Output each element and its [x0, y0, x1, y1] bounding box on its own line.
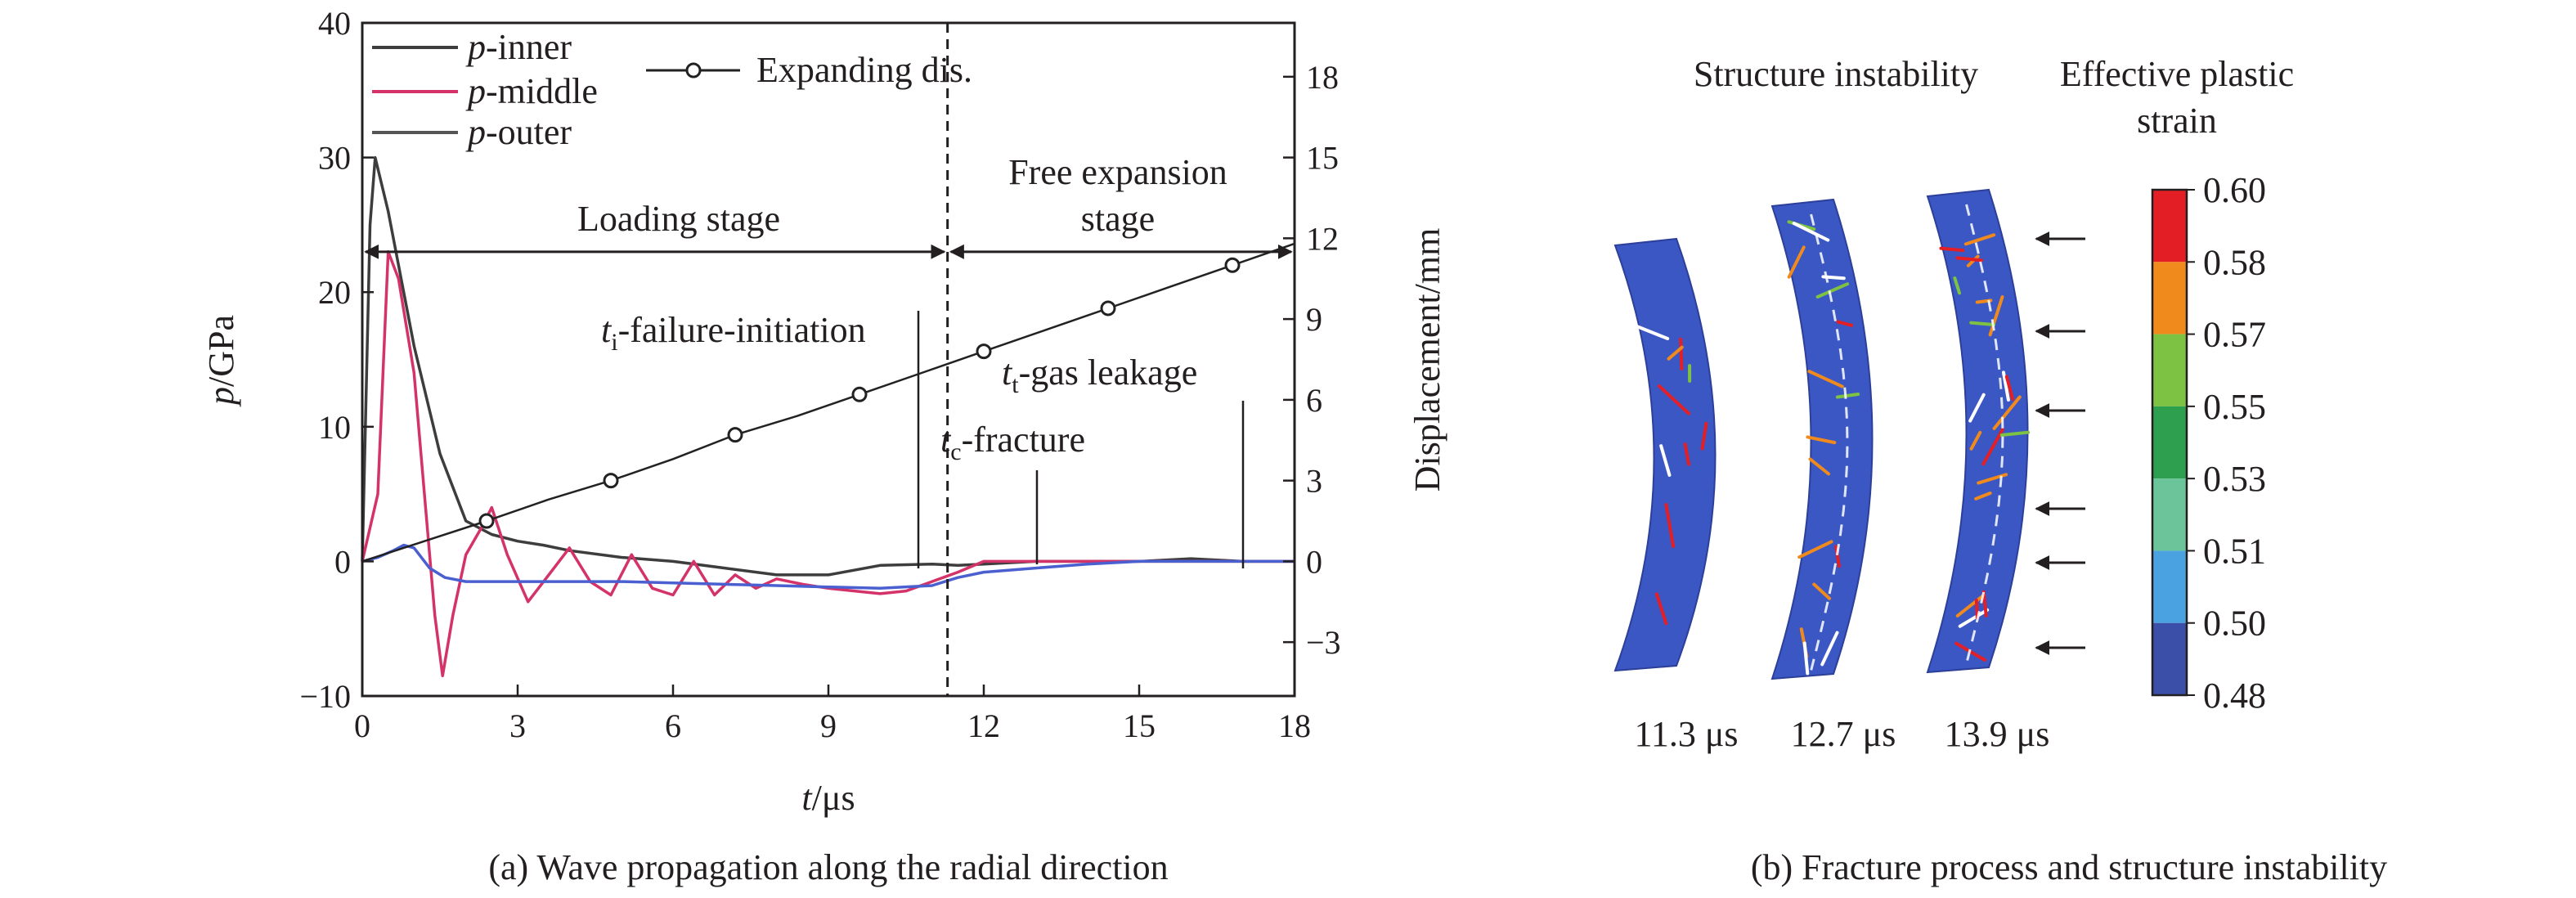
colorbar-level-label: 0.48 [2203, 676, 2266, 716]
colorbar-level-label: 0.58 [2203, 242, 2266, 282]
colorbar-segment [2152, 262, 2187, 335]
fracture-label: tc-fracture [940, 420, 1085, 465]
y2-tick-label: 12 [1306, 220, 1339, 257]
y-tick-label: 20 [318, 274, 351, 311]
y-tick-label: −10 [299, 678, 351, 715]
x-tick-label: 3 [509, 707, 526, 744]
specimen-2 [1770, 198, 1874, 680]
caption-b: (b) Fracture process and structure insta… [1751, 847, 2387, 887]
series-line-3 [361, 242, 1295, 563]
series-line-2 [361, 543, 1295, 590]
y2-tick-label: 3 [1306, 463, 1322, 500]
series-marker-0 [478, 513, 495, 529]
y-tick-label: 0 [334, 543, 351, 580]
specimen-1 [1613, 237, 1717, 672]
colorbar-segment [2152, 190, 2187, 263]
y2-axis-label: Displacement/mm [1407, 228, 1447, 492]
legend-label-outer: p-outer [465, 112, 572, 152]
colorbar-level-label: 0.60 [2203, 170, 2266, 210]
loading-stage-label: Loading stage [577, 199, 780, 239]
frame-label-1: 11.3 μs [1634, 714, 1738, 754]
colorbar-segment [2152, 622, 2187, 695]
y-tick-label: 40 [318, 5, 351, 42]
free-stage-label-2: stage [1081, 199, 1155, 239]
x-tick-label: 12 [967, 707, 1000, 744]
colorbar-segment [2152, 550, 2187, 623]
gas-leakage-label: tt-gas leakage [1002, 352, 1197, 398]
colorbar-segment [2152, 334, 2187, 406]
legend-label-displacement: Expanding dis. [756, 50, 972, 90]
series-marker-3 [851, 386, 868, 402]
instability-arrows [2035, 231, 2085, 655]
legend-marker-displacement [685, 62, 702, 79]
y2-tick-label: 18 [1306, 59, 1339, 96]
colorbar-level-label: 0.57 [2203, 315, 2266, 355]
plot-lines [361, 155, 1295, 678]
colorbar-level-label: 0.50 [2203, 604, 2266, 644]
colorbar-segment [2152, 406, 2187, 479]
y-axis-label: p/GPa [201, 315, 241, 407]
series-marker-4 [976, 343, 992, 360]
series-marker-6 [1224, 257, 1241, 273]
legend: p-inner p-middle p-outer Expanding dis. [372, 27, 972, 152]
x-tick-label: 9 [820, 707, 837, 744]
series-marker-1 [603, 473, 619, 489]
y2-tick-label: 9 [1306, 301, 1322, 338]
x-axis-label: t/μs [801, 778, 855, 818]
specimens [1613, 188, 2031, 680]
colorbar-title-2: strain [2137, 101, 2217, 141]
y-tick-label: 30 [318, 140, 351, 177]
series-marker-2 [727, 427, 743, 443]
colorbar-level-label: 0.53 [2203, 459, 2266, 499]
frame-label-3: 13.9 μs [1945, 714, 2050, 754]
y2-tick-label: 15 [1306, 140, 1339, 177]
failure-initiation-label: ti-failure-initiation [601, 310, 866, 356]
colorbar-segment [2152, 478, 2187, 551]
series-marker-5 [1100, 300, 1116, 317]
colorbar-level-label: 0.51 [2203, 531, 2266, 571]
free-stage-label-1: Free expansion [1008, 152, 1227, 192]
x-tick-label: 18 [1278, 707, 1311, 744]
y2-tick-label: 6 [1306, 382, 1322, 419]
colorbar-title-1: Effective plastic [2060, 54, 2294, 94]
y-tick-label: 10 [318, 409, 351, 446]
panel-b-title: Structure instability [1694, 54, 1978, 94]
x-tick-label: 6 [665, 707, 681, 744]
x-tick-label: 0 [354, 707, 370, 744]
legend-label-inner: p-inner [465, 27, 572, 67]
x-tick-label: 15 [1123, 707, 1156, 744]
chart-panel-b: Structure instability Effective plastic … [1613, 54, 2387, 887]
caption-a: (a) Wave propagation along the radial di… [488, 847, 1168, 887]
y2-tick-label: −3 [1306, 624, 1341, 661]
specimen-3 [1926, 188, 2031, 674]
colorbar: 0.60 0.58 0.57 0.55 0.53 0.51 0.50 0.48 [2151, 170, 2266, 716]
frame-label-2: 12.7 μs [1791, 714, 1896, 754]
y2-tick-label: 0 [1306, 543, 1322, 580]
legend-label-middle: p-middle [465, 71, 598, 111]
series-line-1 [361, 250, 1295, 678]
colorbar-level-label: 0.55 [2203, 387, 2266, 427]
